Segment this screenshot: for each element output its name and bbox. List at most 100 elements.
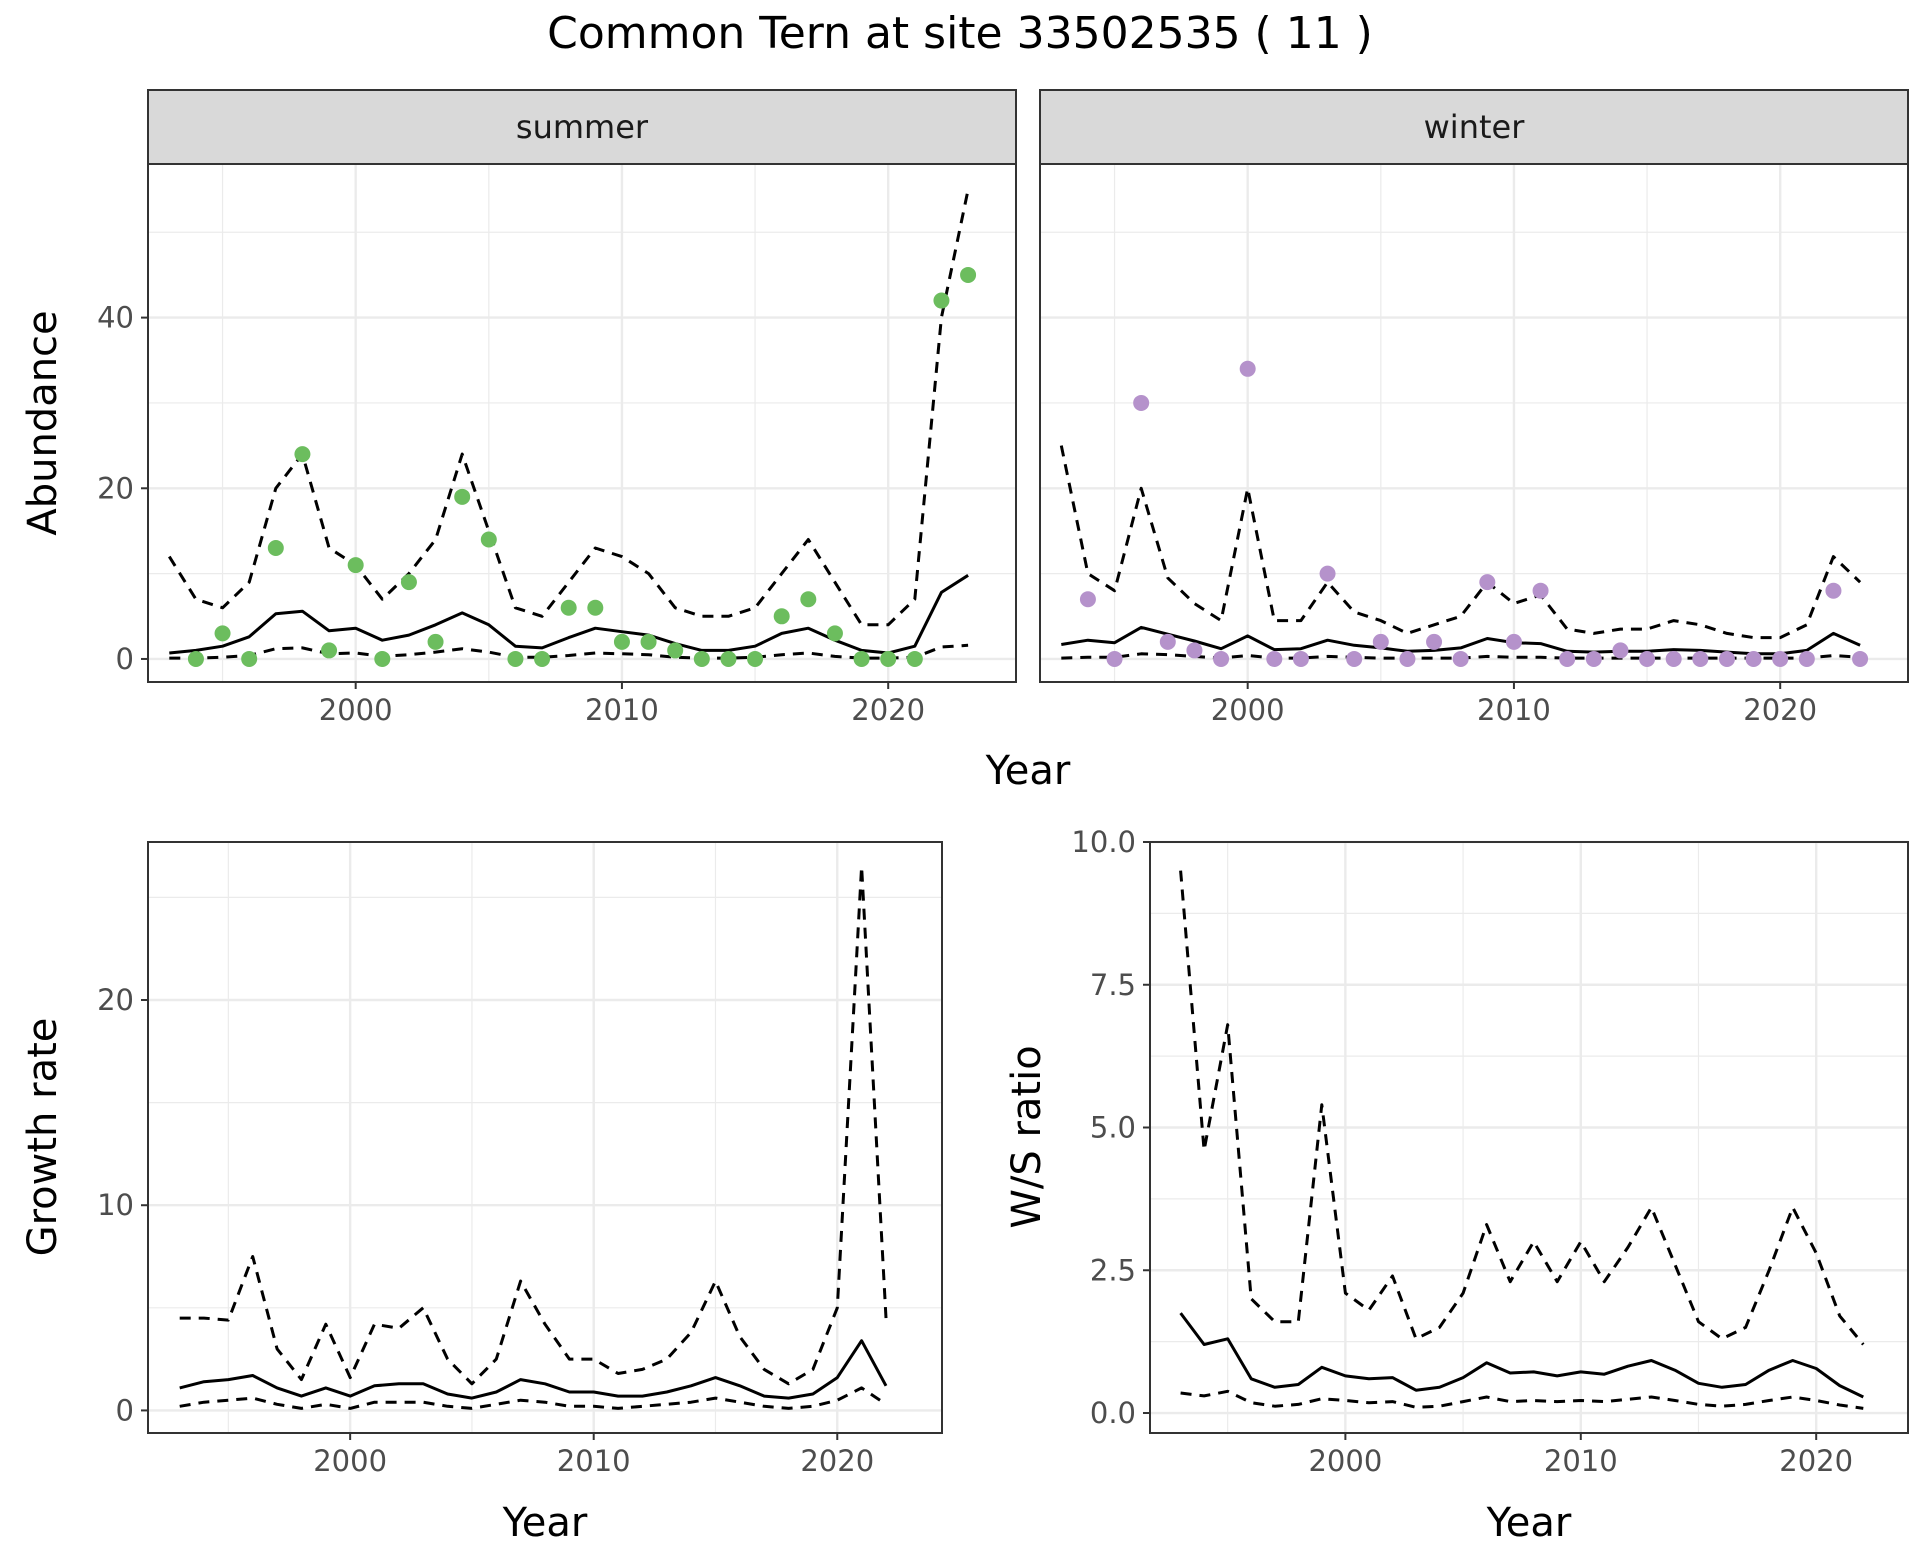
data-point xyxy=(1532,582,1549,599)
facet-strip xyxy=(147,89,1017,165)
data-point xyxy=(1159,633,1176,650)
y-tick-label: 5.0 xyxy=(1090,1111,1136,1145)
data-point xyxy=(374,650,391,667)
data-point xyxy=(1852,650,1869,667)
data-point xyxy=(1825,582,1842,599)
data-point xyxy=(640,633,657,650)
plot-background xyxy=(1150,842,1908,1433)
page-title: Common Tern at site 33502535 ( 11 ) xyxy=(547,8,1373,59)
data-point xyxy=(720,650,737,667)
y-tick-label: 0.0 xyxy=(1090,1396,1136,1430)
plot-background xyxy=(148,164,1016,682)
data-point xyxy=(1585,650,1602,667)
data-point xyxy=(853,650,870,667)
data-point xyxy=(826,625,843,642)
x-tick-label: 2000 xyxy=(319,693,393,727)
series-line-upper xyxy=(179,865,888,1386)
facet-strip-label: summer xyxy=(516,108,649,146)
growth-rate-panel: 2000 2010 2020 0 10 20 Year Growth rate xyxy=(20,841,943,1546)
panel-border xyxy=(1149,841,1909,1434)
data-point xyxy=(1665,650,1682,667)
data-point xyxy=(1798,650,1815,667)
data-point xyxy=(1479,574,1496,591)
data-point xyxy=(1612,642,1629,659)
y-tick-label: 10.0 xyxy=(1071,825,1136,859)
data-point xyxy=(747,650,764,667)
y-tick-label: 2.5 xyxy=(1090,1253,1136,1287)
data-point xyxy=(1639,650,1656,667)
data-point xyxy=(800,591,817,608)
x-tick-label: 2000 xyxy=(1211,693,1285,727)
data-point xyxy=(1692,650,1709,667)
y-axis-title: W/S ratio xyxy=(1004,1045,1050,1228)
data-point xyxy=(1106,650,1123,667)
plot-background xyxy=(148,842,942,1433)
series-line-fit xyxy=(179,1339,888,1400)
data-point xyxy=(1133,394,1150,411)
data-point xyxy=(1745,650,1762,667)
x-axis-title: Year xyxy=(1486,1500,1572,1546)
data-point xyxy=(880,650,897,667)
x-tick-label: 2010 xyxy=(1544,1444,1618,1478)
data-point xyxy=(1292,650,1309,667)
data-point xyxy=(933,292,950,309)
data-point xyxy=(1319,565,1336,582)
data-point xyxy=(906,650,923,667)
series-line-fit xyxy=(1179,1312,1864,1399)
data-point xyxy=(693,650,710,667)
y-axis-title: Growth rate xyxy=(20,1018,66,1257)
panel-border xyxy=(147,841,943,1434)
data-point xyxy=(587,599,604,616)
data-point xyxy=(1266,650,1283,667)
data-point xyxy=(214,625,231,642)
data-point xyxy=(534,650,551,667)
x-tick-label: 2010 xyxy=(557,1444,631,1478)
x-tick-label: 2020 xyxy=(1743,693,1817,727)
data-point xyxy=(560,599,577,616)
data-point xyxy=(1505,633,1522,650)
y-tick-label: 20 xyxy=(97,471,134,505)
data-point xyxy=(187,650,204,667)
panel-border xyxy=(1039,163,1909,683)
data-point xyxy=(1372,633,1389,650)
data-point xyxy=(347,557,364,574)
data-point xyxy=(1559,650,1576,667)
series-line-lower xyxy=(179,1386,887,1410)
x-tick-label: 2020 xyxy=(1779,1444,1853,1478)
series-line-lower xyxy=(1180,1389,1864,1410)
data-point xyxy=(267,540,284,557)
data-point xyxy=(1346,650,1363,667)
data-point xyxy=(1186,642,1203,659)
data-point xyxy=(1239,360,1256,377)
data-point xyxy=(480,531,497,548)
series-line-lower xyxy=(169,643,969,660)
abundance-panel-summer: summer 2000 2010 2020 0 20 40 xyxy=(97,89,1017,727)
y-tick-label: 0 xyxy=(116,1393,134,1427)
data-point xyxy=(294,446,311,463)
x-tick-label: 2000 xyxy=(1308,1444,1382,1478)
data-point xyxy=(1452,650,1469,667)
data-point xyxy=(321,642,338,659)
data-point xyxy=(667,642,684,659)
y-tick-label: 0 xyxy=(116,642,134,676)
abundance-axis-titles: Year Abundance xyxy=(20,310,1071,794)
y-axis-title: Abundance xyxy=(20,310,66,535)
ws-ratio-panel: 2000 2010 2020 0.0 2.5 5.0 7.5 10.0 Year W/S rati… xyxy=(1004,825,1909,1546)
series-line-upper xyxy=(1059,445,1862,640)
y-tick-label: 7.5 xyxy=(1090,968,1136,1002)
x-axis-title: Year xyxy=(985,748,1071,794)
abundance-panel-winter: winter 2000 2010 2020 xyxy=(1039,89,1909,727)
data-point xyxy=(1426,633,1443,650)
plot-background xyxy=(1040,164,1908,682)
y-tick-label: 10 xyxy=(97,1188,134,1222)
x-tick-label: 2010 xyxy=(585,693,659,727)
data-point xyxy=(773,608,790,625)
y-tick-label: 20 xyxy=(97,983,134,1017)
panel-border xyxy=(147,163,1017,683)
series-line-upper xyxy=(1179,870,1865,1346)
data-point xyxy=(427,633,444,650)
data-point xyxy=(454,488,471,505)
x-tick-label: 2020 xyxy=(851,693,925,727)
facet-strip-label: winter xyxy=(1424,108,1526,146)
data-point xyxy=(1718,650,1735,667)
